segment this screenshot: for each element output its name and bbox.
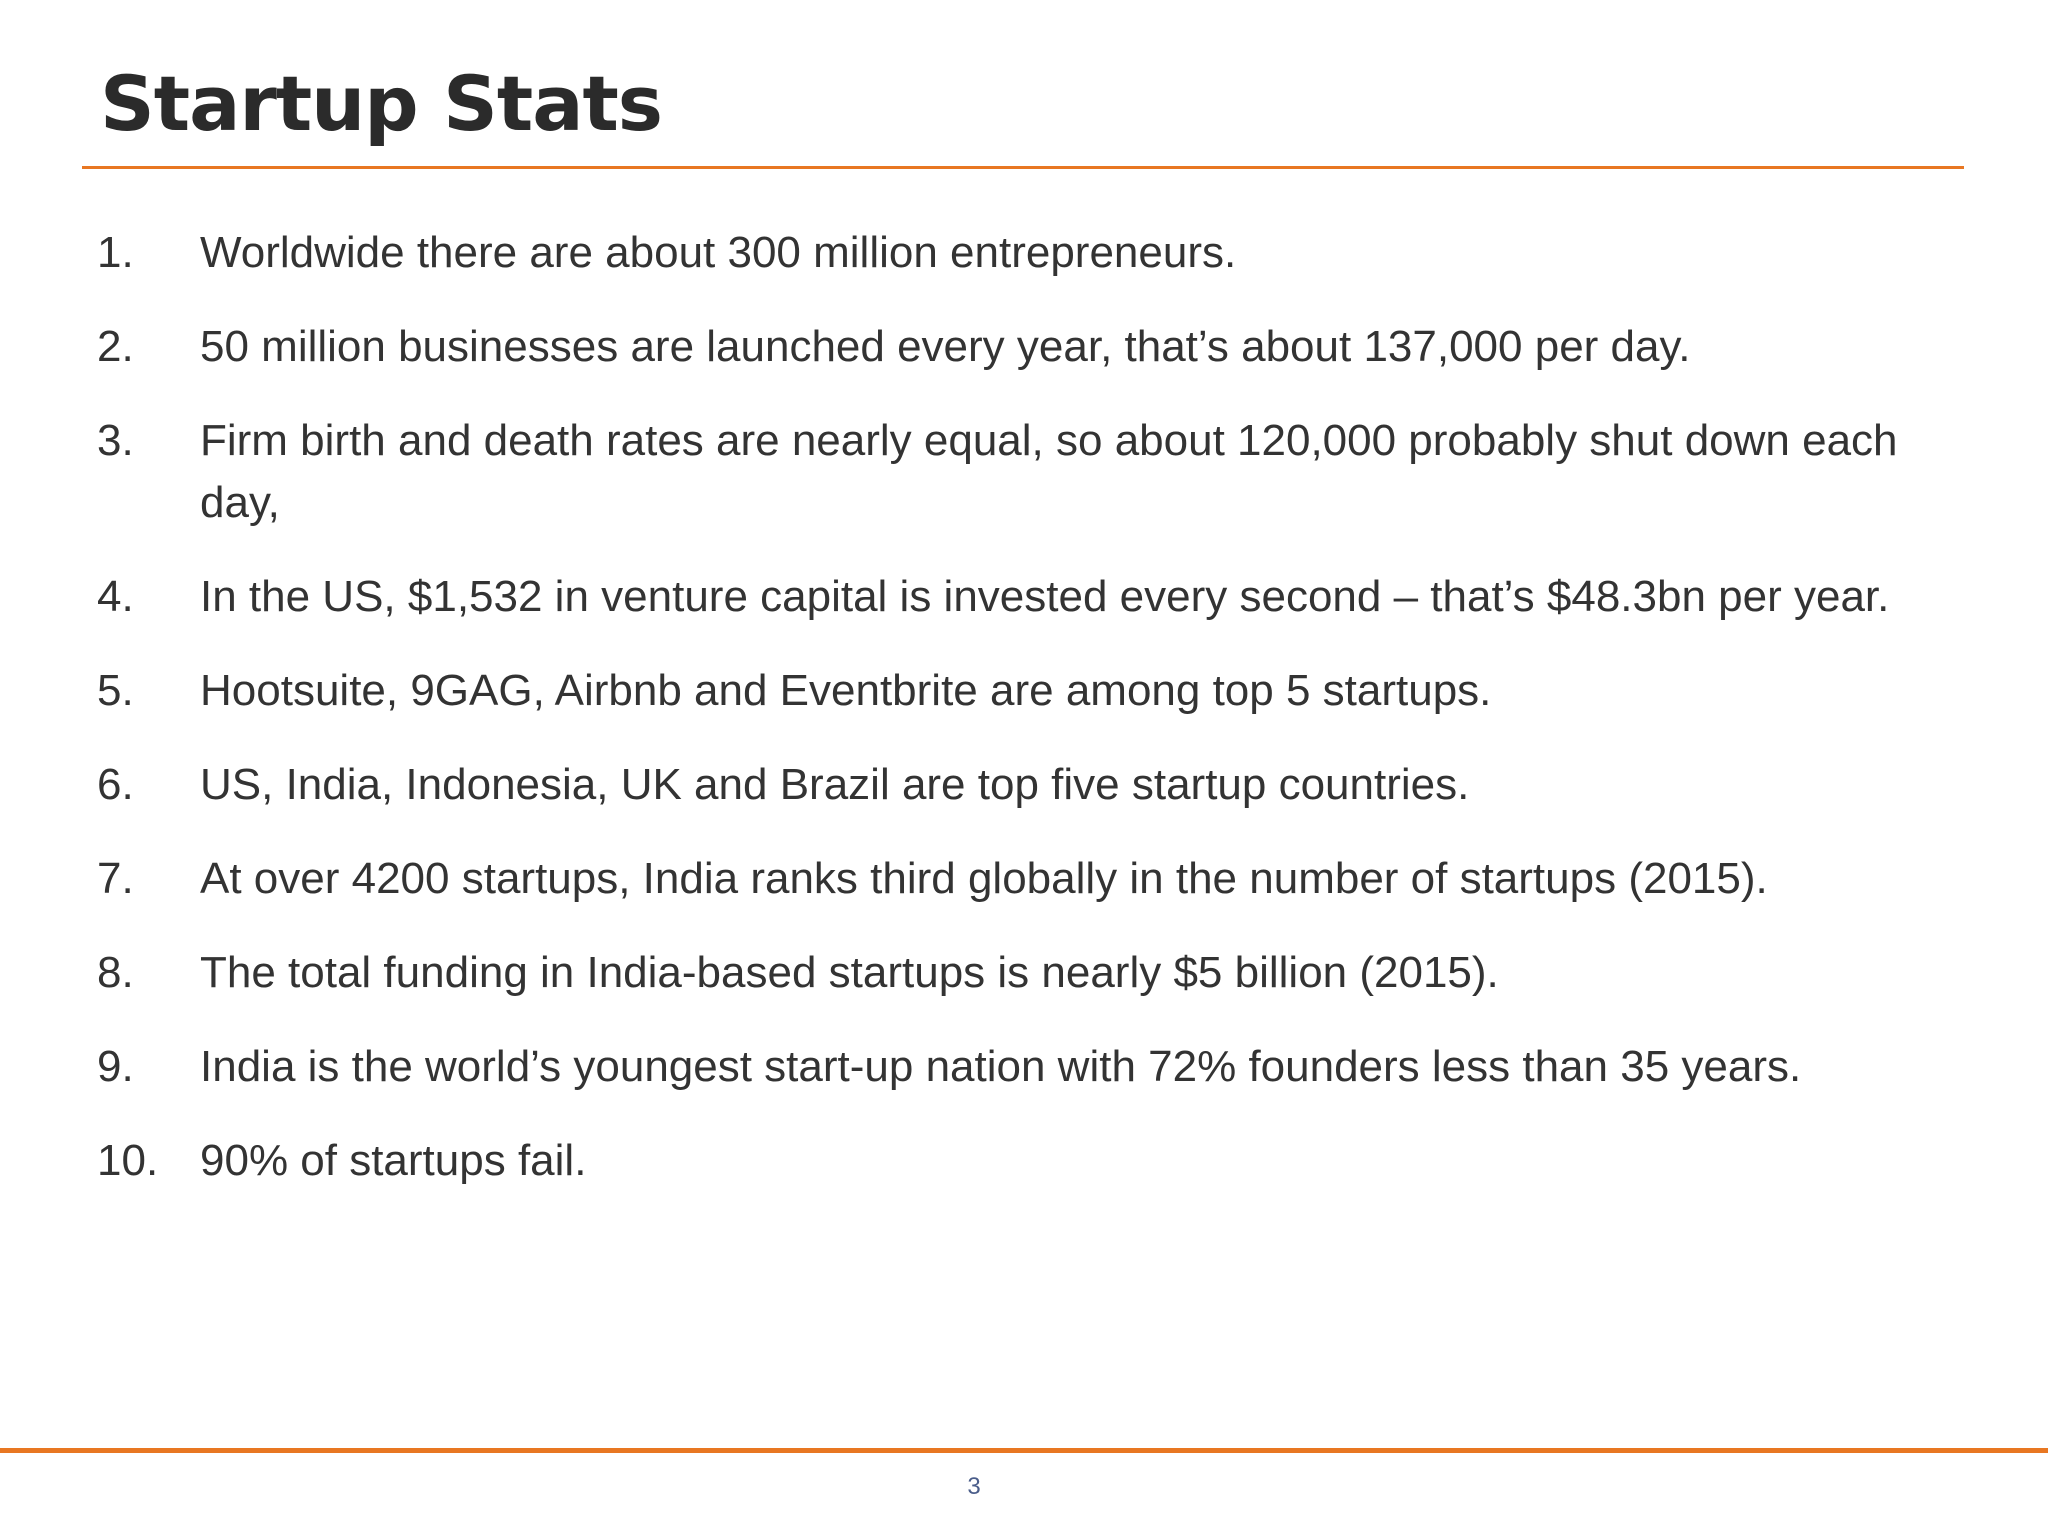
stats-list: 1. Worldwide there are about 300 million… [97, 222, 1947, 1224]
slide-title: Startup Stats [100, 59, 663, 148]
list-item-text: Hootsuite, 9GAG, Airbnb and Eventbrite a… [200, 666, 1492, 715]
list-item-text: The total funding in India-based startup… [200, 948, 1499, 997]
list-item-text: India is the world’s youngest start-up n… [200, 1042, 1802, 1091]
list-item-text: In the US, $1,532 in venture capital is … [200, 572, 1890, 621]
list-item: 10. 90% of startups fail. [97, 1130, 1947, 1192]
list-item: 1. Worldwide there are about 300 million… [97, 222, 1947, 284]
footer-divider [0, 1448, 2048, 1453]
list-item-text: At over 4200 startups, India ranks third… [200, 854, 1768, 903]
list-item-number: 9. [97, 1042, 134, 1091]
list-item: 2. 50 million businesses are launched ev… [97, 316, 1947, 378]
list-item-text: Worldwide there are about 300 million en… [200, 228, 1237, 277]
list-item-number: 4. [97, 572, 134, 621]
list-item: 6. US, India, Indonesia, UK and Brazil a… [97, 754, 1947, 816]
list-item-number: 6. [97, 760, 134, 809]
list-item: 5. Hootsuite, 9GAG, Airbnb and Eventbrit… [97, 660, 1947, 722]
list-item-text: 90% of startups fail. [200, 1136, 587, 1185]
list-item-number: 8. [97, 948, 134, 997]
list-item-text: US, India, Indonesia, UK and Brazil are … [200, 760, 1470, 809]
list-item-number: 5. [97, 666, 134, 715]
list-item-number: 2. [97, 322, 134, 371]
list-item-text: Firm birth and death rates are nearly eq… [200, 416, 1898, 527]
list-item-text: 50 million businesses are launched every… [200, 322, 1691, 371]
list-item-number: 1. [97, 228, 134, 277]
page-number: 3 [967, 1473, 981, 1500]
list-item-number: 10. [97, 1136, 159, 1185]
list-item: 4. In the US, $1,532 in venture capital … [97, 566, 1947, 628]
list-item-number: 7. [97, 854, 134, 903]
title-divider [82, 166, 1964, 169]
list-item: 7. At over 4200 startups, India ranks th… [97, 848, 1947, 910]
list-item: 8. The total funding in India-based star… [97, 942, 1947, 1004]
list-item: 3. Firm birth and death rates are nearly… [97, 410, 1947, 534]
list-item: 9. India is the world’s youngest start-u… [97, 1036, 1947, 1098]
list-item-number: 3. [97, 416, 134, 465]
